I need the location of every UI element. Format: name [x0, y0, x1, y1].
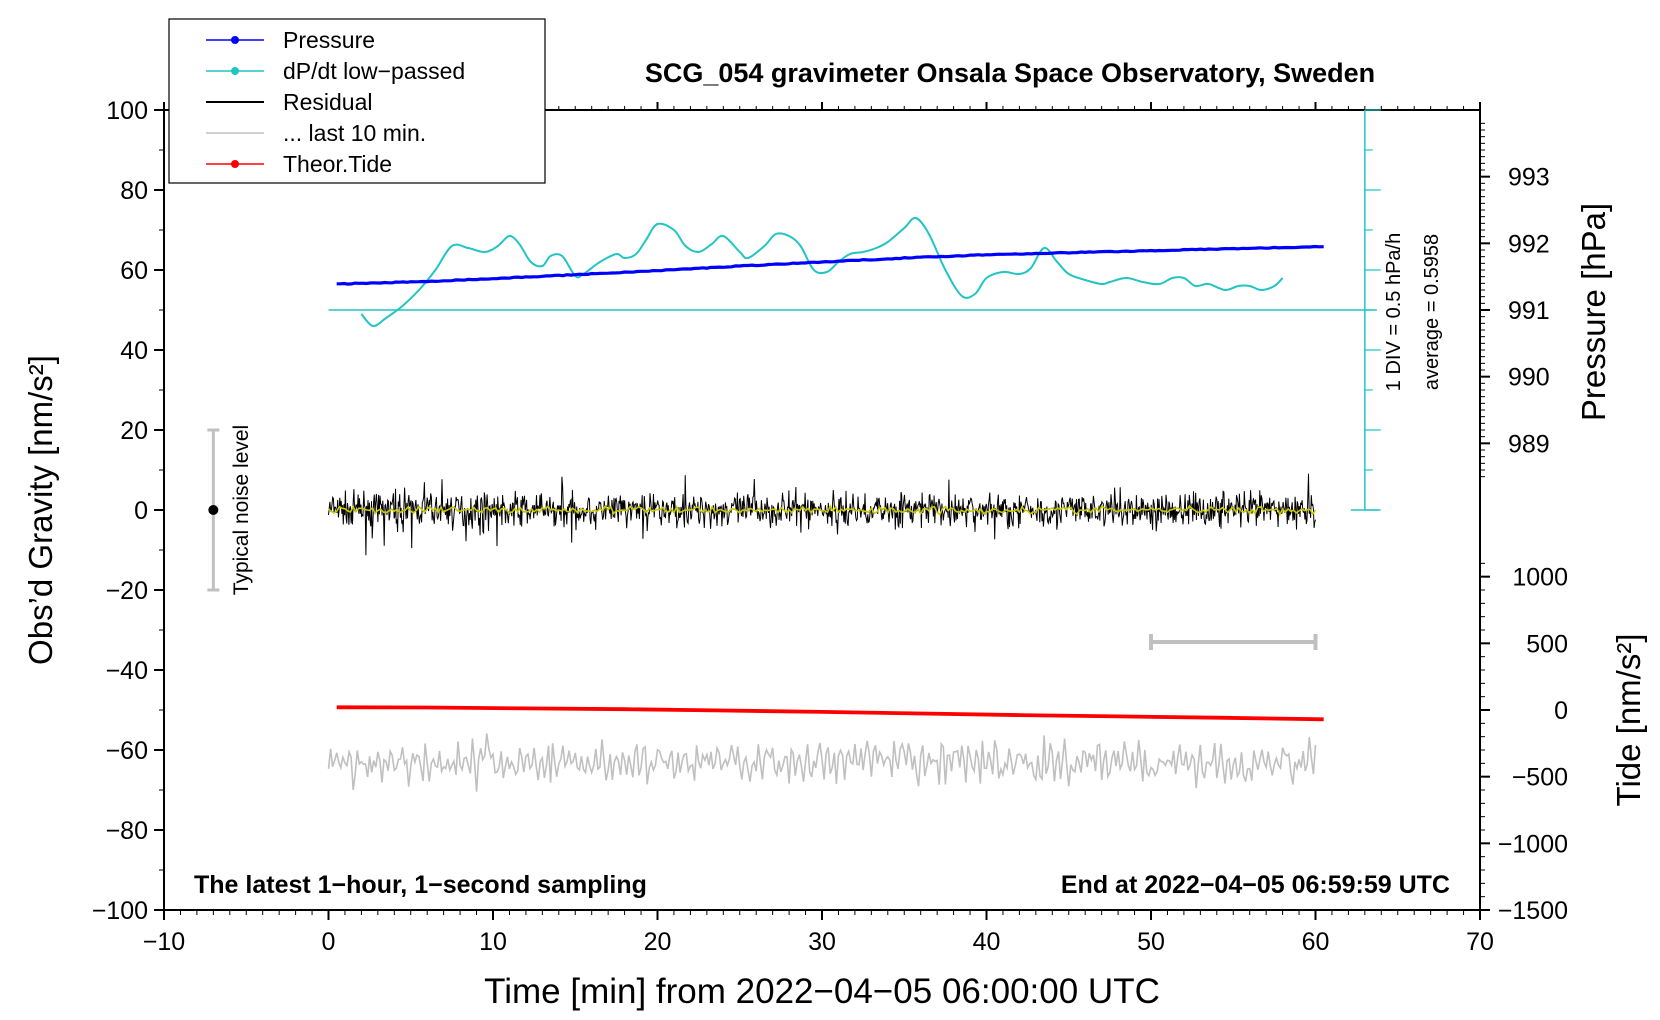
y-tick-label: −40 [106, 657, 148, 685]
pressure-tick-label: 992 [1508, 230, 1550, 258]
legend-items: Pressure dP/dt low−passed Residual ... last… [206, 27, 465, 177]
noise-bar-center-dot [208, 505, 219, 515]
pressure-series-line [336, 244, 1324, 286]
legend-label: Theor.Tide [283, 151, 392, 177]
noise-level-label: Typical noise level [230, 425, 253, 595]
annotation-sampling: The latest 1−hour, 1−second sampling [194, 871, 647, 899]
legend-item: Theor.Tide [206, 151, 392, 177]
tide-tick-label: 500 [1526, 630, 1568, 658]
x-tick-label: 50 [1137, 928, 1165, 956]
x-tick-label: 40 [973, 928, 1001, 956]
reference-lines [207, 109, 1381, 650]
tide-tick-label: 1000 [1512, 564, 1568, 592]
tide-tick-label: −1500 [1498, 897, 1568, 925]
y-tick-label: 60 [120, 257, 148, 285]
div-scale-label: 1 DIV = 0.5 hPa/h [1383, 233, 1405, 391]
legend-swatch-marker [231, 36, 239, 44]
chart-title: SCG_054 gravimeter Onsala Space Observat… [645, 58, 1375, 88]
tide-tick-label: 0 [1554, 697, 1568, 725]
legend-item: ... last 10 min. [206, 120, 426, 146]
y-axis-label-pressure: Pressure [hPa] [1575, 203, 1612, 421]
x-axis-label: Time [min] from 2022−04−05 06:00:00 UTC [484, 972, 1160, 1011]
tide-tick-label: −1000 [1498, 830, 1568, 858]
annotation-end-time: End at 2022−04−05 06:59:59 UTC [1061, 871, 1450, 899]
x-tick-label: 70 [1466, 928, 1494, 956]
average-label: average = 0.5958 [1421, 234, 1443, 390]
legend-swatch-marker [231, 160, 239, 168]
pressure-tick-label: 993 [1508, 164, 1550, 192]
y-tick-label: −20 [106, 577, 148, 605]
series-layer [327, 216, 1324, 792]
x-tick-label: 10 [479, 928, 507, 956]
legend-label: dP/dt low−passed [283, 58, 465, 84]
y-tick-label: −100 [92, 897, 148, 925]
x-tick-label: 60 [1302, 928, 1330, 956]
residual-series-line [328, 473, 1316, 556]
y-tick-label: 80 [120, 177, 148, 205]
dpdt-series-line [360, 216, 1284, 328]
y-tick-label: 100 [106, 97, 148, 125]
legend-item: Pressure [206, 27, 375, 53]
y-axis-label-tide: Tide [nm/s²] [1610, 634, 1647, 807]
legend-label: ... last 10 min. [283, 120, 426, 146]
y-tick-label: −80 [106, 817, 148, 845]
y-axis-label-left: Obs’d Gravity [nm/s²] [22, 355, 59, 665]
legend-item: Residual [206, 89, 373, 115]
tide-series-line [336, 705, 1324, 722]
axes-ticks: −10 0 10 20 30 40 50 60 70100806040200−20−40−60−… [92, 97, 1568, 956]
legend-swatch-marker [231, 67, 239, 75]
x-tick-label: −10 [143, 928, 185, 956]
legend-label: Pressure [283, 27, 375, 53]
y-tick-label: −60 [106, 737, 148, 765]
residual-smoothed-line [328, 504, 1317, 517]
x-tick-label: 30 [808, 928, 836, 956]
pressure-tick-label: 990 [1508, 364, 1550, 392]
last-10-min-series-line [327, 733, 1317, 792]
legend-label: Residual [283, 89, 373, 115]
pressure-tick-label: 989 [1508, 430, 1550, 458]
y-tick-label: 0 [134, 497, 148, 525]
legend: Pressure dP/dt low−passed Residual ... last… [168, 18, 546, 184]
x-tick-label: 0 [322, 928, 336, 956]
pressure-tick-label: 991 [1508, 297, 1550, 325]
tide-tick-label: −500 [1512, 764, 1568, 792]
y-tick-label: 40 [120, 337, 148, 365]
y-tick-label: 20 [120, 417, 148, 445]
legend-item: dP/dt low−passed [206, 58, 465, 84]
x-tick-label: 20 [644, 928, 672, 956]
